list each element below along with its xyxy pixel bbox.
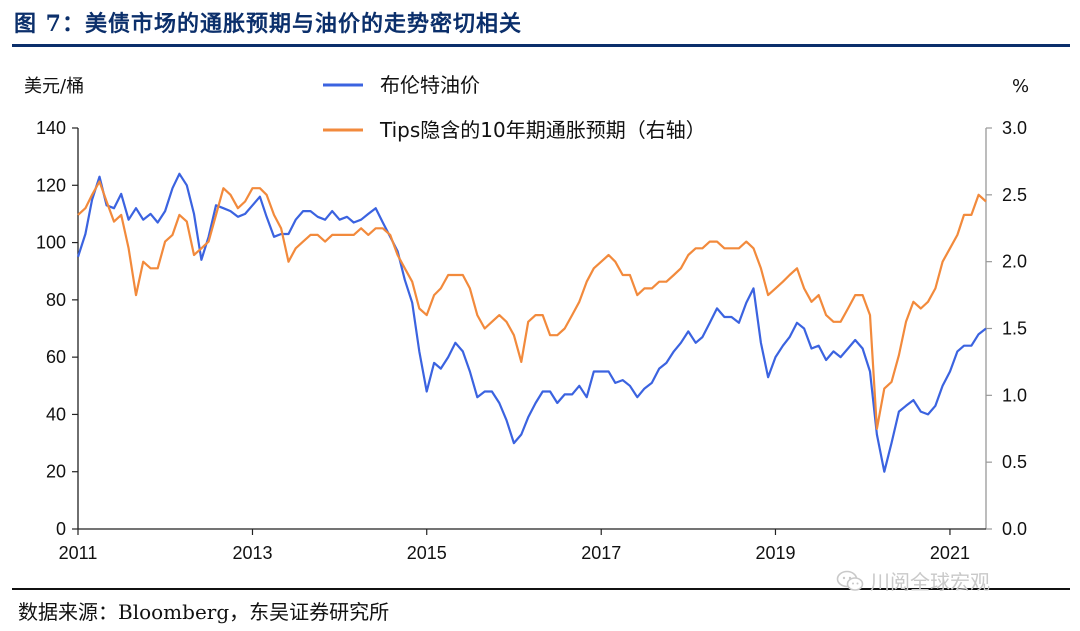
wechat-icon bbox=[836, 570, 864, 591]
x-tick-label: 2011 bbox=[59, 543, 98, 563]
right-tick-label: 0.0 bbox=[1002, 519, 1027, 539]
left-tick-label: 140 bbox=[36, 118, 66, 138]
right-axis-unit: % bbox=[1012, 76, 1029, 97]
x-tick-label: 2021 bbox=[930, 543, 970, 563]
right-tick-label: 2.0 bbox=[1002, 252, 1027, 272]
left-tick-label: 100 bbox=[36, 233, 66, 253]
left-tick-label: 120 bbox=[36, 175, 66, 195]
right-tick-label: 2.5 bbox=[1002, 185, 1027, 205]
left-tick-label: 60 bbox=[46, 347, 66, 367]
legend-label-oil: 布伦特油价 bbox=[380, 73, 480, 97]
left-tick-label: 80 bbox=[46, 290, 66, 310]
right-tick-label: 1.5 bbox=[1002, 319, 1027, 339]
watermark-text: 川阅全球宏观 bbox=[870, 572, 990, 594]
x-tick-label: 2019 bbox=[755, 543, 795, 563]
series-line-oil bbox=[76, 172, 987, 473]
figure-title: 图 7：美债市场的通胀预期与油价的走势密切相关 bbox=[14, 11, 522, 37]
right-tick-label: 1.0 bbox=[1002, 385, 1027, 405]
x-tick-label: 2017 bbox=[581, 543, 621, 563]
title-rule bbox=[12, 44, 1070, 47]
left-axis-unit: 美元/桶 bbox=[24, 76, 84, 97]
x-tick-label: 2015 bbox=[407, 543, 447, 563]
x-tick-label: 2013 bbox=[232, 543, 272, 563]
chart: 0 20 40 60 80 100 120 140 0.0 0.5 1.0 1.5 2.0 2.5 3.0 2… bbox=[24, 73, 1029, 563]
legend-label-tips: Tips隐含的10年期通胀预期（右轴） bbox=[379, 118, 706, 142]
source-note: 数据来源：Bloomberg，东吴证券研究所 bbox=[18, 600, 390, 624]
right-tick-label: 0.5 bbox=[1002, 452, 1027, 472]
left-tick-label: 0 bbox=[56, 519, 66, 539]
right-tick-label: 3.0 bbox=[1002, 118, 1027, 138]
legend: 布伦特油价 Tips隐含的10年期通胀预期（右轴） bbox=[323, 73, 706, 142]
watermark: 川阅全球宏观 bbox=[836, 566, 990, 595]
left-tick-label: 40 bbox=[46, 404, 66, 424]
series-layer bbox=[76, 172, 987, 473]
left-tick-label: 20 bbox=[46, 462, 66, 482]
footer-rule bbox=[12, 588, 1070, 590]
series-line-tips bbox=[77, 180, 987, 430]
chart-axes: 0 20 40 60 80 100 120 140 0.0 0.5 1.0 1.5 2.0 2.5 3.0 2… bbox=[36, 118, 1027, 563]
